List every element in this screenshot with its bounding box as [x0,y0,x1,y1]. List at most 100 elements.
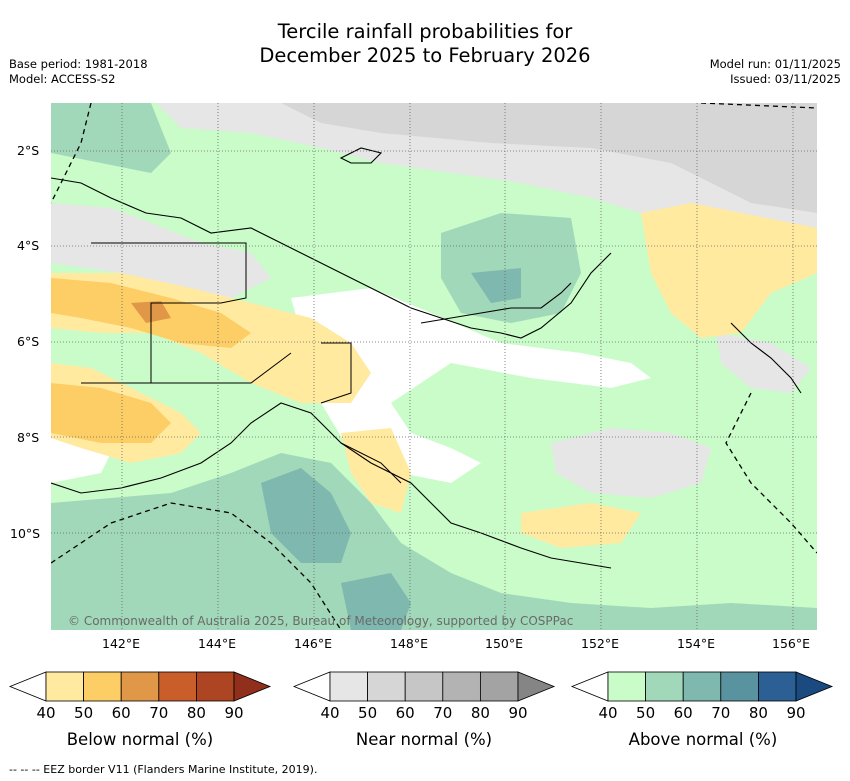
colorbars [8,671,834,702]
meta-left: Base period: 1981-2018 Model: ACCESS-S2 [9,57,148,87]
colorbar-near-normal [292,671,556,702]
above-normal-coral-sea-70 [261,468,351,563]
colorbar-below-normal [8,671,272,702]
border-south [340,442,402,484]
near-tick-40: 40 [320,704,340,722]
above-tick-50: 50 [636,704,656,722]
lon-label-154e: 154°E [677,636,716,651]
gridlines [51,103,817,630]
near-normal-east [551,428,711,498]
above-tick-90: 90 [786,704,806,722]
near-normal-west [51,203,271,298]
near-swatch-2 [404,671,444,702]
near-swatch-4 [479,671,519,702]
near-tick-60: 60 [395,704,415,722]
colorbar-above-normal [570,671,834,702]
below-normal-south-50 [341,428,411,513]
above-normal-coral-sea-60 [51,453,817,630]
near-arrow-low [292,671,331,702]
near-tick-90: 90 [508,704,528,722]
below-swatch-4 [195,671,235,702]
lon-label-144e: 144°E [198,636,237,651]
map-panel [51,103,817,630]
meta-right: Model run: 01/11/2025 Issued: 03/11/2025 [710,57,841,87]
eez-east [725,392,817,554]
lon-label-156e: 156°E [772,636,811,651]
lon-label-152e: 152°E [581,636,620,651]
below-tick-60: 60 [111,704,131,722]
near-tick-50: 50 [358,704,378,722]
below-swatch-0 [45,671,84,702]
title-line-2: December 2025 to February 2026 [259,44,591,67]
below-swatch-2 [120,671,160,702]
above-tick-60: 60 [673,704,693,722]
below-normal-east-50 [641,203,817,338]
near-swatch-1 [367,671,406,702]
lon-label-148e: 148°E [390,636,429,651]
copyright-note: © Commonwealth of Australia 2025, Bureau… [68,614,574,628]
eez-northeast [700,103,817,109]
above-normal-south-70 [341,573,411,630]
lon-label-150e: 150°E [485,636,524,651]
below-normal-southwest-60 [51,383,171,443]
model-name: Model: ACCESS-S2 [9,72,116,86]
near-normal-title: Near normal (%) [355,730,493,749]
near-tick-80: 80 [470,704,490,722]
above-normal-bismarck-70 [471,268,521,303]
above-normal-title: Above normal (%) [628,730,778,749]
near-swatch-0 [329,671,368,702]
below-arrow-high [233,671,272,702]
below-tick-70: 70 [149,704,169,722]
border-central-west [150,303,292,384]
below-normal-title: Below normal (%) [66,730,214,749]
lat-label-8s: 8°S [17,430,40,445]
below-tick-50: 50 [74,704,94,722]
coast-north [51,177,612,339]
above-normal-bismarck-60 [441,213,581,323]
eez-borders [51,103,817,630]
above-swatch-4 [758,671,797,702]
lat-label-4s: 4°S [17,238,40,253]
above-arrow-high [795,671,834,702]
below-swatch-3 [158,671,197,702]
above-normal-northwest-60 [51,103,171,173]
above-tick-70: 70 [711,704,731,722]
below-normal-southeast-50 [521,503,641,548]
above-swatch-3 [720,671,759,702]
above-tick-80: 80 [748,704,768,722]
lat-label-2s: 2°S [17,143,40,158]
above-tick-40: 40 [598,704,618,722]
map-title: Tercile rainfall probabilities for Decem… [0,20,850,68]
map-canvas [51,103,817,630]
coast-south [51,402,612,569]
lon-label-146e: 146°E [294,636,333,651]
below-swatch-1 [83,671,122,702]
near-normal-north-60 [281,103,817,213]
near-tick-70: 70 [433,704,453,722]
below-tick-80: 80 [186,704,206,722]
coastlines [51,147,802,569]
lat-label-6s: 6°S [17,334,40,349]
eez-northwest [51,103,92,204]
coast-manus [339,147,383,164]
base-period: Base period: 1981-2018 [9,57,148,71]
above-swatch-2 [682,671,722,702]
coast-new-britain [420,282,572,324]
below-arrow-low [8,671,47,702]
border-central [320,342,352,404]
eez-footnote: -- -- -- EEZ border V11 (Flanders Marine… [9,763,318,776]
above-swatch-1 [645,671,684,702]
below-tick-40: 40 [36,704,56,722]
title-line-1: Tercile rainfall probabilities for [277,20,573,43]
model-run: Model run: 01/11/2025 [709,57,841,71]
lon-label-142e: 142°E [102,636,141,651]
below-tick-90: 90 [224,704,244,722]
eez-south [51,502,342,630]
near-arrow-high [517,671,556,702]
near-normal-bougainville [716,333,811,393]
lat-label-10s: 10°S [10,526,41,541]
borders [81,242,402,484]
above-arrow-low [570,671,609,702]
coast-bougainville [730,322,802,394]
issued-date: Issued: 03/11/2025 [730,72,841,86]
